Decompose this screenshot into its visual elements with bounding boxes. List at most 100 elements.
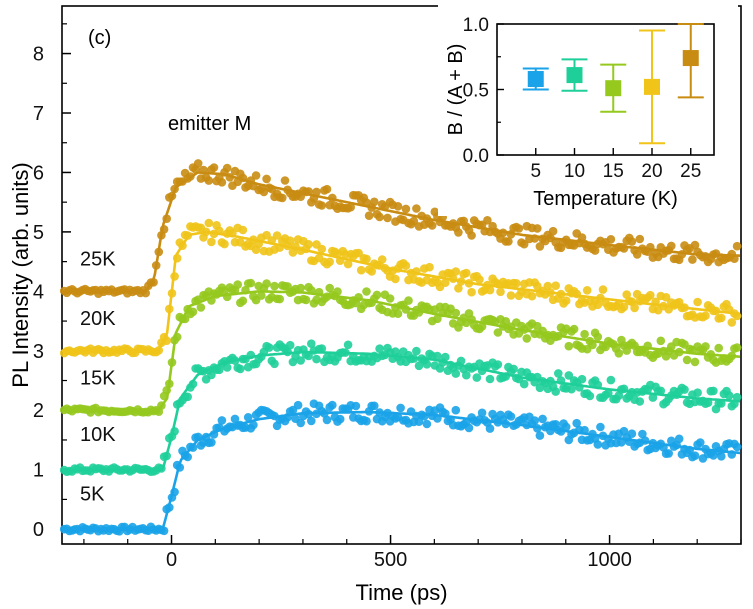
series-10K: 10K (59, 339, 742, 477)
data-point (674, 434, 684, 444)
inset-marker (644, 78, 660, 95)
data-point (572, 418, 581, 428)
x-axis-label: Time (ps) (355, 580, 447, 605)
data-point (717, 313, 726, 323)
data-point (356, 265, 366, 275)
data-point (604, 388, 613, 398)
data-point (193, 159, 203, 168)
data-point (427, 221, 437, 230)
data-point (204, 218, 214, 228)
y-tick-label: 0 (33, 519, 44, 541)
x-tick-label: 500 (374, 549, 407, 571)
data-point (551, 281, 560, 291)
y-tick-label: 5 (33, 222, 44, 244)
data-point (554, 369, 563, 378)
data-point (275, 294, 285, 304)
data-point (220, 239, 229, 249)
data-point (183, 392, 192, 402)
data-point (441, 352, 450, 362)
data-point (304, 351, 313, 361)
inset-x-tick-label: 20 (641, 161, 662, 182)
data-point (217, 178, 227, 187)
data-point (593, 440, 603, 449)
series-label: 10K (80, 424, 116, 446)
data-point (467, 231, 476, 240)
data-point (307, 339, 316, 349)
data-point (293, 400, 303, 410)
inset-x-tick-label: 25 (680, 161, 701, 182)
data-point (401, 204, 411, 214)
data-point (354, 248, 363, 258)
data-point (322, 184, 332, 194)
data-point (585, 391, 595, 401)
inset-x-tick-label: 10 (564, 161, 585, 182)
data-point (441, 278, 450, 288)
inset-y-tick-label: 1.0 (463, 15, 489, 36)
data-point (512, 279, 521, 288)
data-point (393, 309, 403, 319)
data-point (243, 413, 253, 422)
data-point (475, 275, 484, 284)
data-point (433, 314, 442, 324)
data-point (296, 418, 306, 428)
data-point (328, 400, 337, 410)
data-point (196, 303, 206, 312)
data-point (561, 296, 571, 306)
data-point (207, 438, 216, 447)
data-point (296, 283, 306, 293)
data-point (238, 296, 248, 306)
fit-line (62, 171, 741, 293)
series-15K: 15K (59, 278, 742, 417)
data-point (454, 284, 463, 293)
y-tick-label: 6 (33, 162, 44, 184)
data-point (264, 343, 274, 352)
data-point (280, 176, 290, 185)
data-point (188, 307, 198, 317)
inset-x-tick-label: 15 (603, 161, 624, 182)
data-point (278, 193, 287, 203)
data-point (209, 163, 219, 172)
y-tick-label: 7 (33, 103, 44, 125)
data-point (204, 176, 214, 185)
data-point (396, 403, 405, 413)
data-point (454, 228, 463, 237)
data-point (493, 328, 503, 337)
data-point (619, 302, 629, 312)
data-point (364, 211, 374, 220)
data-point (370, 197, 379, 207)
data-point (593, 300, 603, 310)
data-point (404, 296, 413, 305)
data-point (483, 216, 492, 225)
data-point (362, 416, 371, 426)
data-point (535, 242, 545, 251)
inset-point-10K (561, 58, 588, 92)
series-5K: 5K (59, 399, 742, 536)
data-point (506, 412, 516, 421)
inset-marker (682, 50, 699, 67)
data-point (456, 356, 466, 366)
data-point (304, 240, 313, 249)
data-point (401, 261, 411, 271)
series-label: 5K (80, 483, 105, 505)
data-point (548, 226, 558, 236)
data-point (682, 355, 692, 365)
data-point (606, 375, 616, 385)
data-point (701, 342, 710, 351)
data-point (343, 259, 353, 269)
data-point (412, 204, 421, 213)
data-point (312, 354, 321, 364)
data-point (701, 311, 710, 321)
data-point (543, 281, 553, 291)
data-point (614, 349, 624, 358)
data-point (367, 267, 377, 276)
data-point (648, 393, 658, 402)
data-point (343, 340, 353, 350)
data-point (233, 280, 242, 289)
data-point (533, 224, 542, 233)
data-point (207, 370, 216, 380)
data-point (635, 234, 645, 244)
y-axis-label: PL Intensity (arb. units) (8, 162, 33, 387)
data-point (732, 392, 742, 402)
inset-background (438, 2, 738, 216)
